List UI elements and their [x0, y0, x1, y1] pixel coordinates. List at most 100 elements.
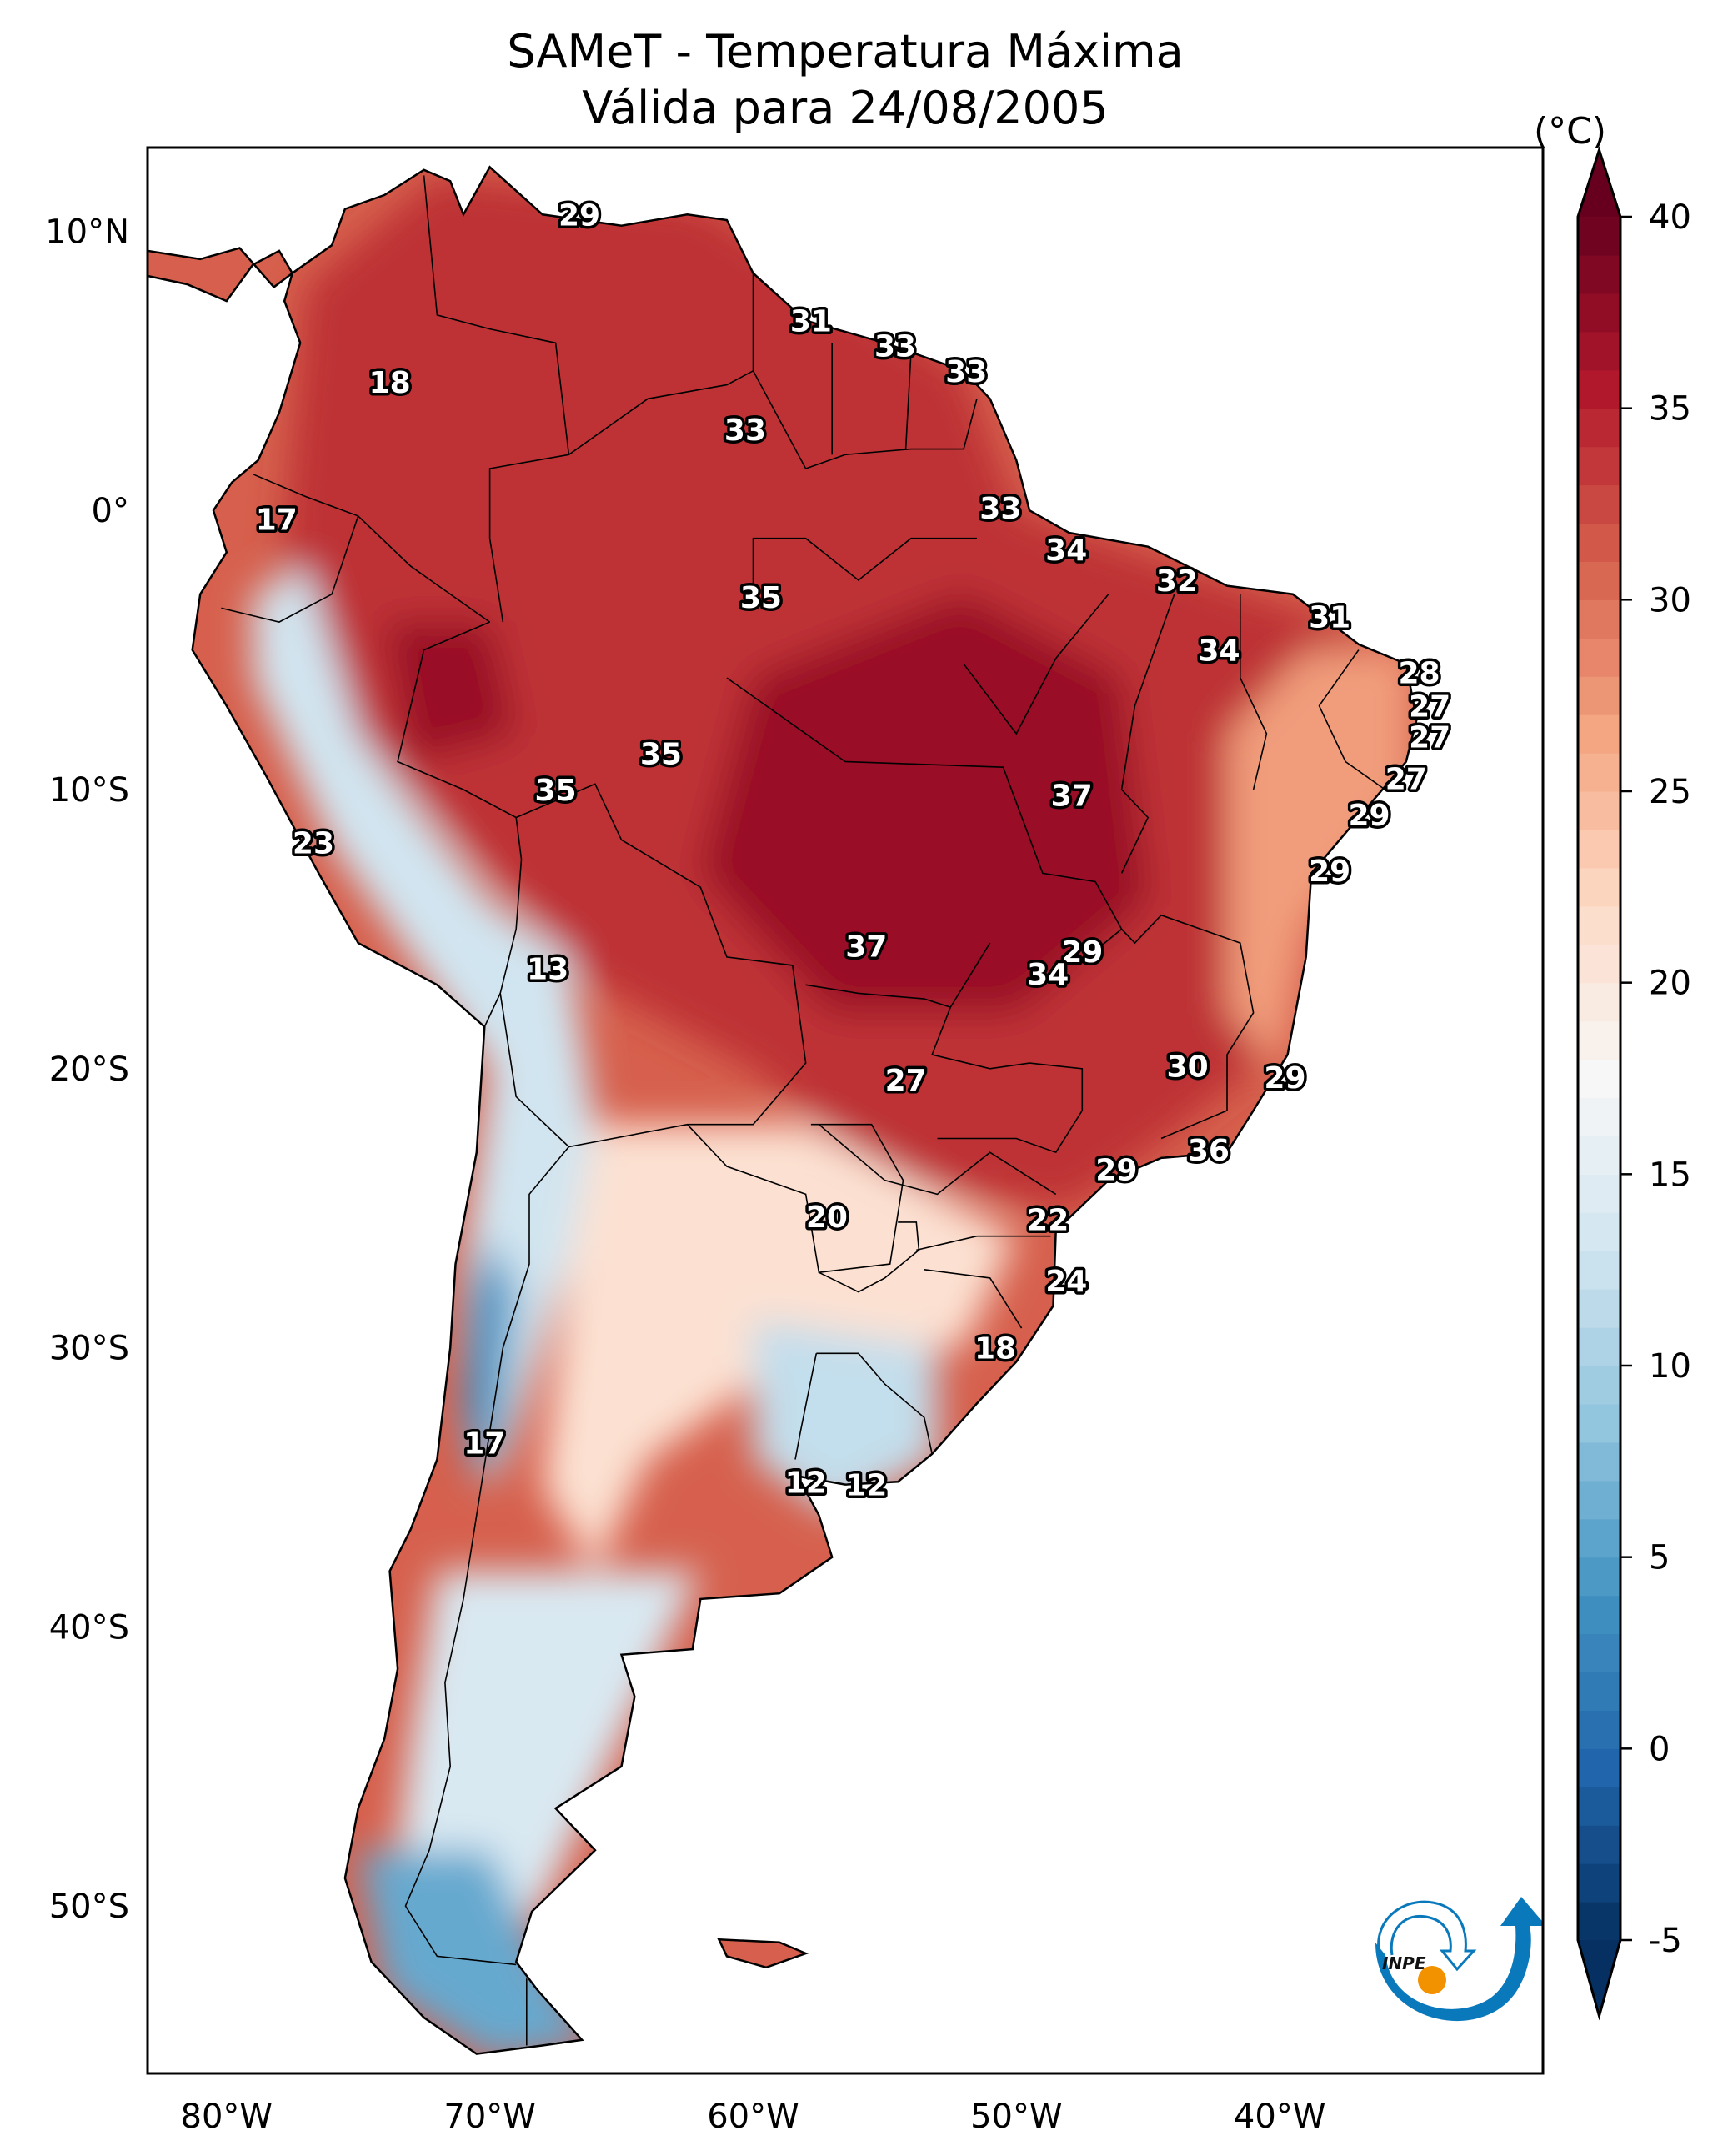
field-region-pampas-cool [753, 1320, 938, 1516]
colorbar-tick-label: 10 [1649, 1347, 1691, 1386]
border-line [423, 175, 570, 623]
y-tick-label: 20°S [49, 1050, 129, 1089]
y-axis-ticks: 10°N 0° 10°S 20°S 30°S 40°S 50°S [45, 213, 129, 1926]
border-line [752, 537, 977, 594]
map-frame [146, 146, 1545, 2075]
colorbar-segment [1578, 1595, 1620, 1635]
colorbar-segment [1578, 331, 1620, 371]
colorbar-tick-label: 5 [1649, 1539, 1670, 1577]
chart-subtitle: Válida para 24/08/2005 [582, 82, 1109, 134]
station-temperature-label: 35 [535, 774, 577, 808]
colorbar-segment [1578, 676, 1620, 715]
colorbar-tick-label: -5 [1649, 1922, 1682, 1960]
colorbar-segment [1578, 523, 1620, 562]
colorbar-segment [1578, 829, 1620, 869]
colorbar-segment [1578, 753, 1620, 792]
station-temperature-label: 34 [1027, 958, 1069, 992]
station-temperature-label: 34 [1045, 534, 1087, 568]
border-line [931, 942, 1084, 1154]
border-line [499, 783, 807, 1148]
colorbar-segment [1578, 905, 1620, 945]
station-temperature-label: 33 [945, 355, 987, 389]
border-line [924, 1269, 1023, 1329]
station-temperature-label: 27 [885, 1064, 927, 1098]
inpe-logo: INPE [1375, 1897, 1543, 2021]
colorbar-segment [1578, 1710, 1620, 1749]
colorbar-tick-label: 0 [1649, 1730, 1670, 1768]
y-tick-label: 40°S [49, 1608, 129, 1647]
station-temperature-label: 37 [1051, 780, 1093, 814]
colorbar-segment [1578, 1289, 1620, 1328]
chart-title: SAMeT - Temperatura Máxima [507, 25, 1184, 78]
station-temperature-label: 27 [1409, 690, 1450, 725]
station-temperature-label: 29 [1264, 1061, 1305, 1096]
colorbar-extend-max [1578, 150, 1620, 217]
colorbar-segment [1578, 1212, 1620, 1251]
colorbar-segment [1578, 1251, 1620, 1290]
station-temperature-label: 29 [1309, 855, 1350, 889]
colorbar-unit-label: (°C) [1534, 110, 1607, 153]
temperature-field [253, 175, 1412, 2054]
colorbar-tick-label: 30 [1649, 581, 1691, 619]
colorbar: -5 0 5 10 15 20 25 30 35 40 [1576, 146, 1691, 2021]
station-temperature-label: 35 [640, 737, 682, 771]
colorbar-segment [1578, 1825, 1620, 1864]
station-temperature-label: 18 [369, 366, 411, 400]
station-temperature-label: 33 [979, 492, 1021, 526]
colorbar-segment [1578, 982, 1620, 1022]
station-temperature-label: 35 [740, 581, 782, 615]
field-region-patagonia-south-cold [358, 1850, 595, 2054]
colorbar-segment [1578, 1633, 1620, 1673]
station-temperature-label: 17 [256, 503, 298, 537]
logo-sun-icon [1418, 1966, 1446, 1994]
colorbar-segment [1578, 599, 1620, 639]
colorbar-segment [1578, 1672, 1620, 1711]
political-borders [221, 175, 1385, 2046]
colorbar-tick-label: 20 [1649, 965, 1691, 1003]
station-temperature-label: 27 [1409, 720, 1450, 755]
station-temperature-label: 31 [1309, 600, 1350, 634]
border-line [1121, 914, 1255, 1140]
border-line [916, 1235, 1051, 1251]
station-temperature-label: 33 [724, 414, 766, 448]
station-temperature-label: 31 [790, 305, 832, 339]
field-region-high-andes-very-cold [463, 1236, 517, 1487]
colorbar-segment [1578, 1059, 1620, 1099]
border-line [1240, 594, 1268, 790]
border-line [752, 370, 978, 469]
station-temperature-label: 37 [845, 930, 887, 964]
border-line [805, 984, 951, 1008]
colorbar-segment [1578, 1557, 1620, 1597]
colorbar-segment [1578, 1748, 1620, 1787]
border-line [1120, 594, 1175, 874]
station-temperature-label: 27 [1385, 763, 1427, 797]
station-temperature-label: 29 [1095, 1153, 1137, 1187]
colorbar-segment [1578, 1327, 1620, 1366]
y-tick-label: 10°S [49, 771, 129, 810]
station-temperature-label: 18 [974, 1332, 1016, 1366]
logo-text: INPE [1382, 1953, 1426, 1973]
colorbar-segment [1578, 369, 1620, 409]
border-line [221, 515, 359, 623]
colorbar-segment [1578, 791, 1620, 830]
colorbar-tick-label: 35 [1649, 390, 1691, 429]
border-line [794, 1353, 818, 1460]
border-line [818, 1124, 1057, 1196]
station-temperature-label: 29 [558, 198, 600, 233]
colorbar-segment [1578, 1442, 1620, 1482]
colorbar-segment [1578, 408, 1620, 448]
y-tick-label: 30°S [49, 1330, 129, 1368]
x-axis-ticks: 80°W 70°W 60°W 50°W 40°W [181, 2098, 1326, 2136]
colorbar-segment [1578, 867, 1620, 907]
station-temperature-label: 34 [1198, 634, 1240, 669]
y-tick-label: 50°S [49, 1888, 129, 1926]
colorbar-tick-label: 40 [1649, 198, 1691, 237]
station-temperature-label: 22 [1027, 1204, 1069, 1238]
x-tick-label: 60°W [707, 2098, 799, 2136]
colorbar-segment [1578, 293, 1620, 333]
field-region-andes-cold [253, 566, 595, 1488]
station-temperature-label: 29 [1348, 799, 1390, 833]
